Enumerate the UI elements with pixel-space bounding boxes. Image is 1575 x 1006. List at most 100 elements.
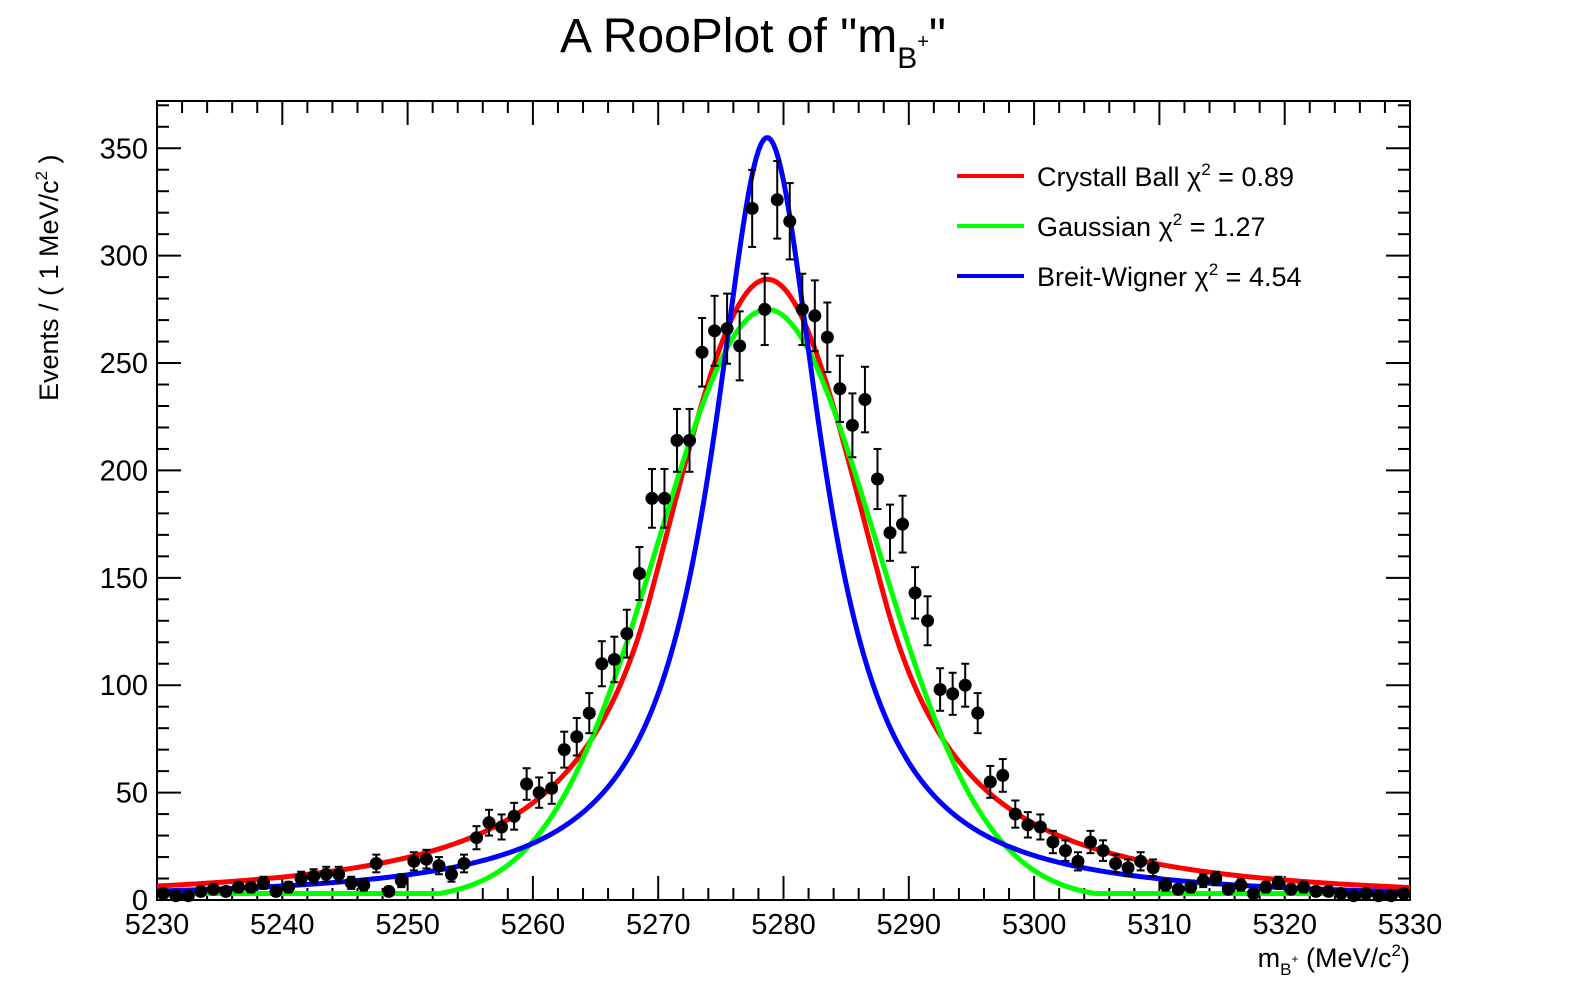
data-marker bbox=[607, 652, 621, 666]
data-point bbox=[269, 884, 283, 898]
data-marker bbox=[357, 878, 371, 892]
data-point bbox=[557, 730, 571, 769]
data-point bbox=[219, 884, 233, 898]
data-marker bbox=[369, 856, 383, 870]
data-marker bbox=[883, 526, 897, 540]
data-point bbox=[1372, 889, 1386, 903]
data-point bbox=[921, 595, 935, 647]
data-marker bbox=[244, 880, 258, 894]
data-marker bbox=[1271, 876, 1285, 890]
data-point bbox=[1309, 884, 1323, 898]
data-marker bbox=[382, 884, 396, 898]
data-point bbox=[958, 662, 972, 708]
data-point bbox=[495, 813, 509, 841]
data-point bbox=[896, 494, 910, 554]
data-points bbox=[156, 160, 1411, 903]
data-marker bbox=[1033, 820, 1047, 834]
data-point bbox=[432, 856, 446, 876]
data-point bbox=[845, 392, 859, 459]
legend-crystal-ball-text: Crystall Ball χ bbox=[1037, 162, 1201, 192]
data-marker bbox=[1309, 884, 1323, 898]
data-point bbox=[1296, 880, 1310, 894]
data-marker bbox=[1109, 856, 1123, 870]
data-marker bbox=[231, 880, 245, 894]
data-point bbox=[344, 875, 358, 890]
x-tick-label: 5270 bbox=[626, 909, 691, 941]
y-tick-label: 100 bbox=[100, 670, 148, 702]
x-tick-label: 5290 bbox=[877, 909, 942, 941]
ylabel-sup: 2 bbox=[32, 171, 51, 180]
y-tick-label: 250 bbox=[100, 348, 148, 380]
xlabel-prefix: m bbox=[1258, 943, 1281, 973]
data-marker bbox=[695, 345, 709, 359]
legend-gaussian-text: Gaussian χ bbox=[1037, 212, 1173, 242]
data-point bbox=[156, 887, 170, 901]
data-marker bbox=[432, 859, 446, 873]
data-marker bbox=[1221, 882, 1235, 896]
fit-curve-crystall-ball bbox=[156, 276, 1411, 891]
data-marker bbox=[219, 884, 233, 898]
data-point bbox=[1184, 880, 1198, 894]
data-marker bbox=[1008, 807, 1022, 821]
y-tick-label: 200 bbox=[100, 455, 148, 487]
data-marker bbox=[570, 730, 584, 744]
data-marker bbox=[1184, 880, 1198, 894]
data-point bbox=[883, 503, 897, 562]
data-marker bbox=[332, 867, 346, 881]
data-point bbox=[482, 808, 496, 837]
data-marker bbox=[1134, 854, 1148, 868]
data-marker bbox=[1071, 854, 1085, 868]
data-point bbox=[1058, 839, 1072, 862]
data-marker bbox=[845, 418, 859, 432]
data-marker bbox=[507, 809, 521, 823]
data-point bbox=[908, 566, 922, 620]
data-point bbox=[695, 316, 709, 388]
data-point bbox=[595, 640, 609, 688]
data-point bbox=[1271, 875, 1285, 890]
data-marker bbox=[958, 678, 972, 692]
data-point bbox=[1008, 799, 1022, 829]
data-marker bbox=[1021, 818, 1035, 832]
data-point bbox=[1083, 829, 1097, 855]
data-marker bbox=[670, 433, 684, 447]
data-marker bbox=[933, 683, 947, 697]
x-tick-label: 5330 bbox=[1378, 909, 1443, 941]
x-tick-label: 5320 bbox=[1252, 909, 1317, 941]
data-marker bbox=[858, 393, 872, 407]
fit-curve-gaussian bbox=[157, 306, 1410, 897]
data-point bbox=[620, 608, 634, 659]
ylabel-end: ) bbox=[34, 154, 64, 171]
data-marker bbox=[495, 820, 509, 834]
data-point bbox=[808, 279, 822, 353]
data-marker bbox=[156, 887, 170, 901]
x-tick-label: 5250 bbox=[375, 909, 440, 941]
legend-breit-wigner-sup: 2 bbox=[1209, 260, 1218, 279]
data-marker bbox=[269, 884, 283, 898]
data-marker bbox=[971, 706, 985, 720]
data-point bbox=[1359, 887, 1373, 901]
data-marker bbox=[1058, 844, 1072, 858]
data-marker bbox=[1372, 889, 1386, 903]
data-marker bbox=[1259, 880, 1273, 894]
data-point bbox=[570, 717, 584, 757]
data-point bbox=[1384, 889, 1398, 903]
data-point bbox=[820, 301, 834, 374]
data-point bbox=[1246, 887, 1260, 901]
xlabel-units-sup: 2 bbox=[1392, 941, 1401, 960]
y-tick-label: 50 bbox=[116, 778, 148, 810]
title-main: A RooPlot of "m bbox=[560, 10, 897, 63]
x-tick-label: 5260 bbox=[501, 909, 566, 941]
data-point bbox=[282, 880, 296, 894]
data-marker bbox=[282, 880, 296, 894]
data-point bbox=[833, 354, 847, 423]
data-marker bbox=[1096, 844, 1110, 858]
legend-breit-wigner-value: = 4.54 bbox=[1218, 262, 1301, 292]
data-point bbox=[632, 546, 646, 602]
data-marker bbox=[582, 706, 596, 720]
data-point bbox=[1046, 829, 1060, 855]
data-marker bbox=[545, 781, 559, 795]
data-marker bbox=[1284, 882, 1298, 896]
title-sup: + bbox=[917, 31, 929, 53]
data-point bbox=[382, 884, 396, 898]
data-marker bbox=[870, 472, 884, 486]
